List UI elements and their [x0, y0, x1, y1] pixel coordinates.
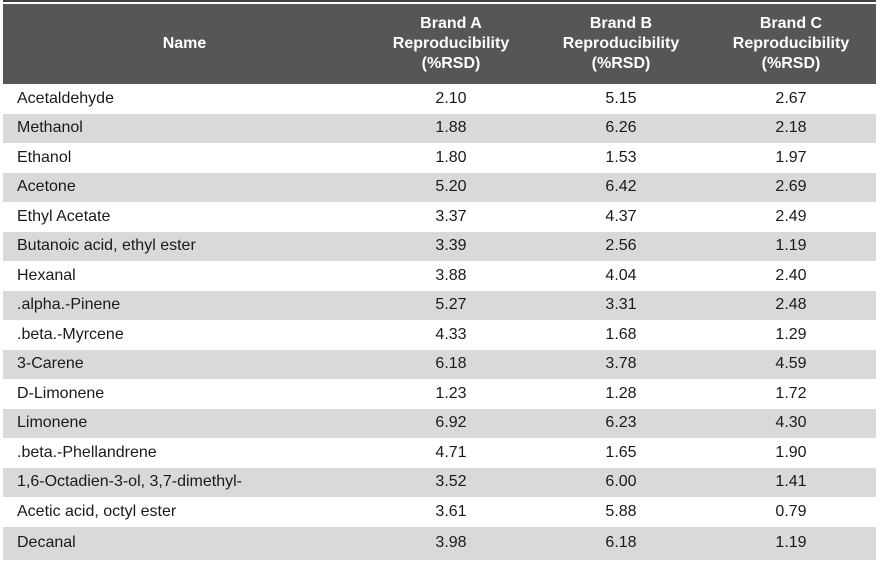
- row-brand-b-cell: 3.31: [605, 296, 637, 314]
- row-brand-a-cell: 3.61: [435, 502, 467, 520]
- row-brand-a-cell: 1.88: [435, 119, 467, 137]
- table-header-row: Name Brand A Reproducibility (%RSD) Bran…: [3, 4, 876, 84]
- row-brand-b-cell: 6.23: [605, 414, 637, 432]
- header-cell-brand-c: Brand C Reproducibility (%RSD): [732, 15, 850, 72]
- table-row: 1,6-Octadien-3-ol, 3,7-dimethyl- 3.52 6.00…: [3, 467, 876, 497]
- row-brand-a-cell: 5.27: [435, 296, 467, 314]
- row-name-cell: .beta.-Phellandrene: [17, 443, 157, 461]
- row-brand-c-cell: 1.29: [775, 325, 807, 343]
- row-brand-a-cell: 1.80: [435, 148, 467, 166]
- row-name-cell: .alpha.-Pinene: [17, 296, 121, 314]
- row-brand-a-cell: 6.18: [435, 355, 467, 373]
- table-row: Hexanal 3.88 4.04 2.40: [3, 261, 876, 291]
- row-brand-a-cell: 3.88: [435, 266, 467, 284]
- row-brand-b-cell: 1.65: [605, 443, 637, 461]
- table-top-rule: [3, 0, 876, 2]
- row-brand-c-cell: 4.30: [775, 414, 807, 432]
- row-brand-a-cell: 3.37: [435, 207, 467, 225]
- row-brand-a-cell: 3.39: [435, 237, 467, 255]
- table-row: Ethyl Acetate 3.37 4.37 2.49: [3, 202, 876, 232]
- row-brand-c-cell: 1.19: [775, 534, 807, 551]
- header-cell-name: Name: [162, 35, 207, 52]
- row-brand-b-cell: 6.18: [605, 534, 637, 551]
- row-brand-b-cell: 1.68: [605, 325, 637, 343]
- row-name-cell: 3-Carene: [17, 355, 84, 373]
- row-name-cell: Limonene: [17, 414, 88, 432]
- row-brand-b-cell: 4.37: [605, 207, 637, 225]
- row-brand-c-cell: 1.41: [775, 473, 807, 491]
- row-brand-c-cell: 2.67: [775, 89, 807, 107]
- row-brand-c-cell: 1.97: [775, 148, 807, 166]
- table-row: .beta.-Myrcene 4.33 1.68 1.29: [3, 320, 876, 350]
- table-body: Acetaldehyde 2.10 5.15 2.67 Methanol 1.88 6.26…: [3, 84, 876, 560]
- table-row: Acetic acid, octyl ester 3.61 5.88 0.79: [3, 497, 876, 527]
- table-row: .alpha.-Pinene 5.27 3.31 2.48: [3, 290, 876, 320]
- row-name-cell: Acetic acid, octyl ester: [17, 502, 177, 520]
- row-name-cell: Acetaldehyde: [17, 89, 114, 107]
- row-brand-b-cell: 5.15: [605, 89, 637, 107]
- row-brand-c-cell: 1.90: [775, 443, 807, 461]
- row-name-cell: 1,6-Octadien-3-ol, 3,7-dimethyl-: [17, 473, 242, 491]
- reproducibility-table: Name Brand A Reproducibility (%RSD) Bran…: [3, 0, 876, 560]
- row-brand-b-cell: 6.42: [605, 178, 637, 196]
- header-cell-brand-b: Brand B Reproducibility (%RSD): [562, 15, 680, 72]
- row-brand-b-cell: 4.04: [605, 266, 637, 284]
- row-brand-a-cell: 2.10: [435, 89, 467, 107]
- row-brand-a-cell: 3.52: [435, 473, 467, 491]
- row-brand-b-cell: 2.56: [605, 237, 637, 255]
- row-brand-b-cell: 1.28: [605, 384, 637, 402]
- row-name-cell: Decanal: [17, 534, 76, 551]
- table-row: Methanol 1.88 6.26 2.18: [3, 113, 876, 143]
- table-row: Butanoic acid, ethyl ester 3.39 2.56 1.19: [3, 231, 876, 261]
- row-brand-b-cell: 3.78: [605, 355, 637, 373]
- row-brand-a-cell: 1.23: [435, 384, 467, 402]
- row-brand-b-cell: 5.88: [605, 502, 637, 520]
- row-brand-b-cell: 6.00: [605, 473, 637, 491]
- table-row: Ethanol 1.80 1.53 1.97: [3, 143, 876, 173]
- row-name-cell: Methanol: [17, 119, 83, 137]
- table-row: Decanal 3.98 6.18 1.19: [3, 526, 876, 560]
- row-name-cell: D-Limonene: [17, 384, 105, 402]
- row-brand-b-cell: 1.53: [605, 148, 637, 166]
- row-brand-a-cell: 6.92: [435, 414, 467, 432]
- table-row: Limonene 6.92 6.23 4.30: [3, 408, 876, 438]
- row-brand-c-cell: 2.48: [775, 296, 807, 314]
- table-row: 3-Carene 6.18 3.78 4.59: [3, 349, 876, 379]
- row-brand-c-cell: 0.79: [775, 502, 807, 520]
- table-row: Acetone 5.20 6.42 2.69: [3, 172, 876, 202]
- row-name-cell: .beta.-Myrcene: [17, 325, 124, 343]
- header-cell-brand-a: Brand A Reproducibility (%RSD): [392, 15, 510, 72]
- row-brand-c-cell: 4.59: [775, 355, 807, 373]
- row-brand-c-cell: 2.40: [775, 266, 807, 284]
- row-brand-c-cell: 2.49: [775, 207, 807, 225]
- row-brand-a-cell: 4.33: [435, 325, 467, 343]
- row-name-cell: Butanoic acid, ethyl ester: [17, 237, 196, 255]
- row-brand-b-cell: 6.26: [605, 119, 637, 137]
- row-name-cell: Hexanal: [17, 266, 76, 284]
- row-brand-a-cell: 3.98: [435, 534, 467, 551]
- row-brand-c-cell: 1.19: [775, 237, 807, 255]
- row-brand-c-cell: 2.18: [775, 119, 807, 137]
- row-brand-a-cell: 5.20: [435, 178, 467, 196]
- table-row: Acetaldehyde 2.10 5.15 2.67: [3, 84, 876, 114]
- row-name-cell: Ethanol: [17, 148, 72, 166]
- table-row: .beta.-Phellandrene 4.71 1.65 1.90: [3, 438, 876, 468]
- row-name-cell: Ethyl Acetate: [17, 207, 111, 225]
- row-brand-c-cell: 1.72: [775, 384, 807, 402]
- row-name-cell: Acetone: [17, 178, 76, 196]
- row-brand-c-cell: 2.69: [775, 178, 807, 196]
- row-brand-a-cell: 4.71: [435, 443, 467, 461]
- table-row: D-Limonene 1.23 1.28 1.72: [3, 379, 876, 409]
